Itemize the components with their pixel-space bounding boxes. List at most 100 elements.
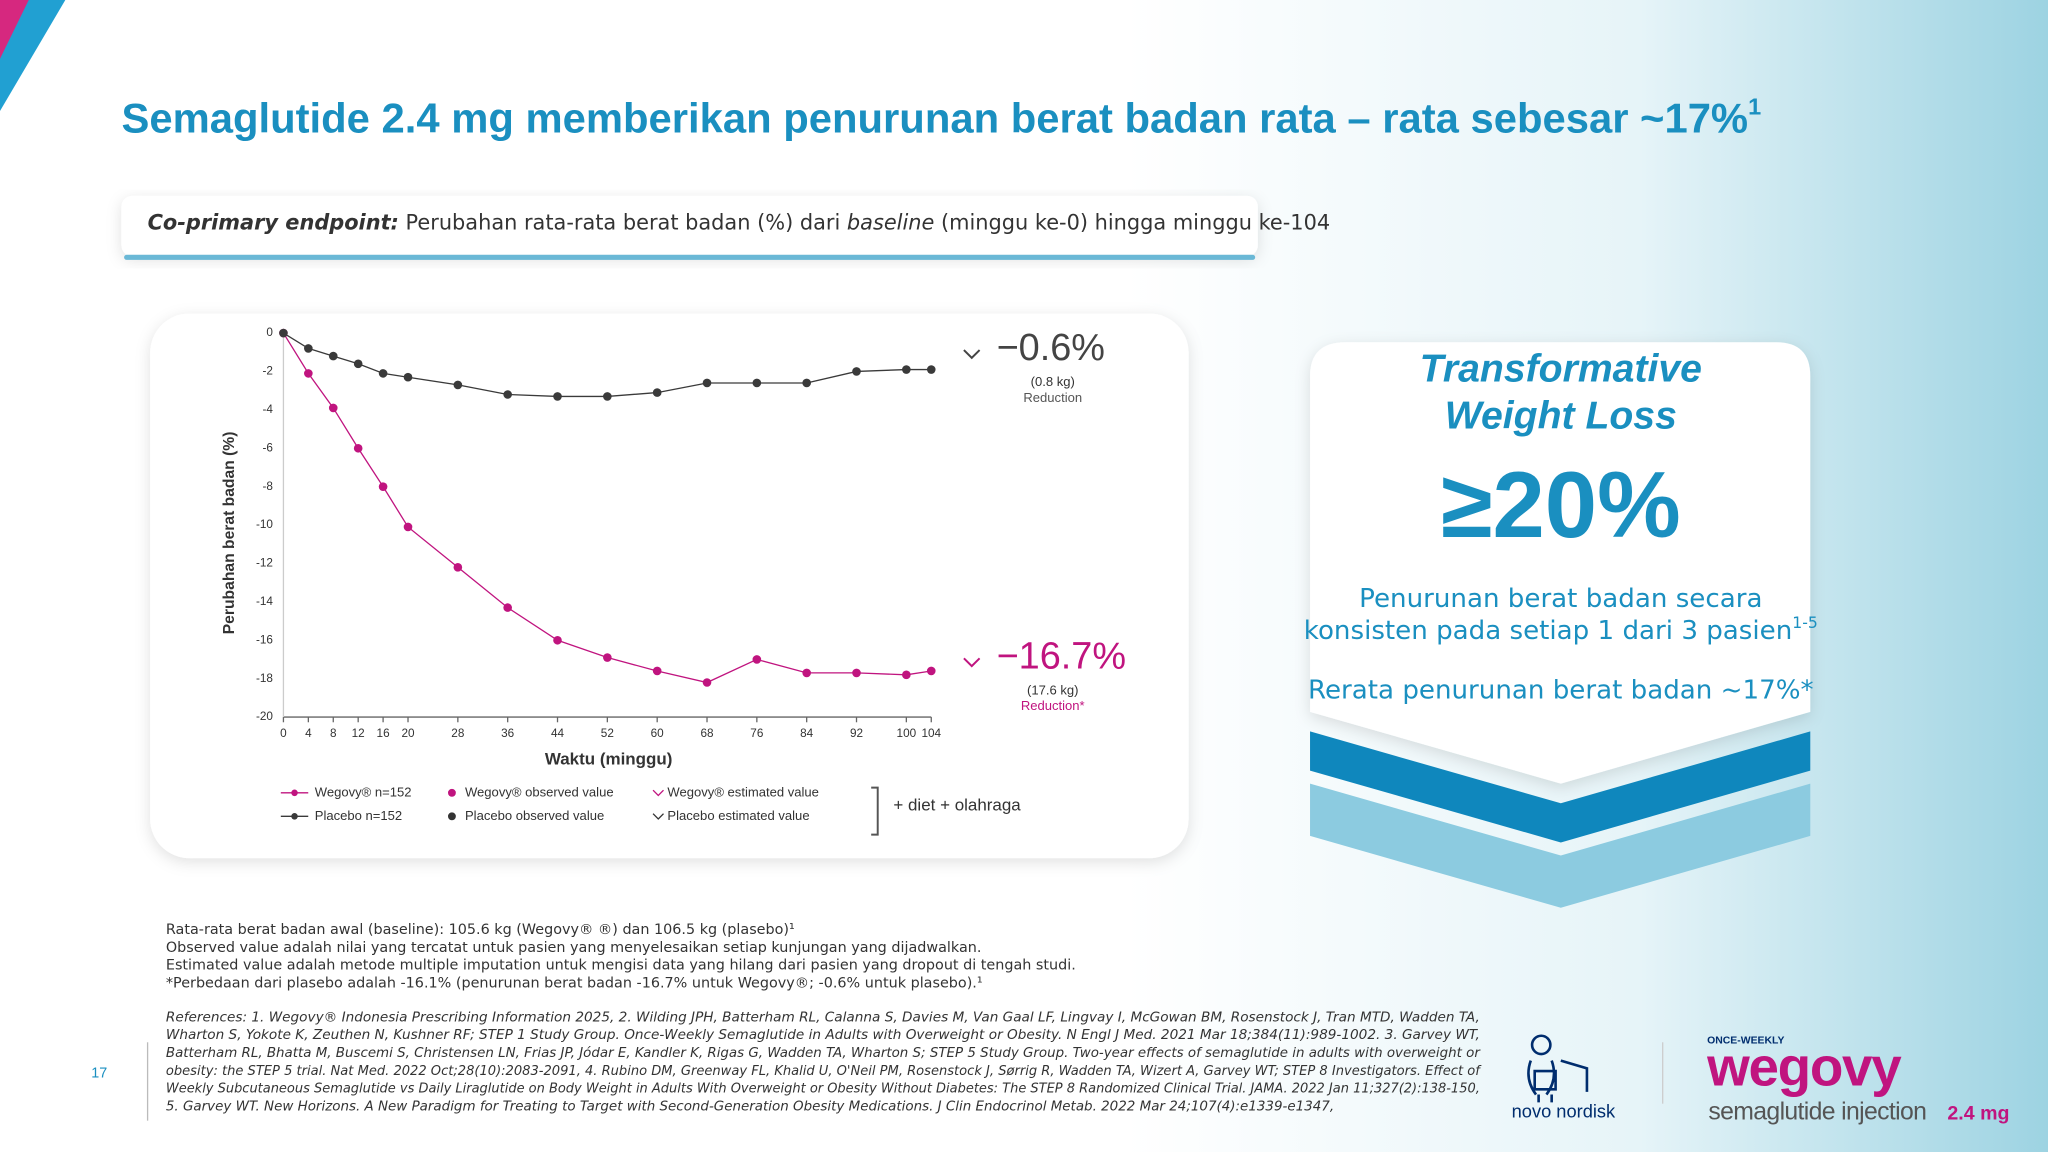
data-point	[403, 372, 413, 382]
data-point	[603, 653, 612, 662]
legend-label: Placebo estimated value	[667, 808, 809, 823]
y-tick-label: -14	[256, 595, 273, 608]
panel-text-line: konsisten pada setiap 1 dari 3 pasien	[1304, 615, 1793, 645]
x-tick-label: 8	[330, 727, 337, 740]
data-point	[752, 655, 762, 664]
annotation-note: Reduction*	[1021, 698, 1085, 713]
chevron	[1310, 731, 1811, 843]
endpoint-text: Co-primary endpoint: Perubahan rata-rata…	[148, 210, 1331, 234]
footnote: Observed value adalah nilai yang tercata…	[166, 940, 982, 956]
footnotes: Rata-rata berat badan awal (baseline): 1…	[166, 922, 1482, 1114]
x-tick-label: 76	[750, 727, 764, 740]
wegovy-sub: semaglutide injection	[1708, 1098, 1926, 1125]
annotation-kg: (0.8 kg)	[1031, 374, 1075, 389]
novo-name: novo nordisk	[1512, 1101, 1616, 1122]
data-point	[752, 378, 762, 388]
x-tick-label: 4	[305, 727, 312, 740]
legend-marker	[652, 789, 664, 797]
x-tick-label: 20	[401, 727, 415, 740]
y-tick-label: -12	[256, 557, 273, 570]
endpoint-underline	[124, 254, 1256, 260]
reference: obesity: the STEP 5 trial. Nat Med. 2022…	[166, 1064, 1482, 1079]
data-point	[852, 668, 861, 678]
data-point	[304, 344, 313, 353]
data-point	[553, 635, 562, 645]
data-point	[902, 365, 911, 374]
data-point	[503, 390, 512, 399]
x-tick-label: 52	[601, 727, 614, 740]
slide-title: Semaglutide 2.4 mg memberikan penurunan …	[121, 94, 1761, 142]
data-point	[378, 369, 388, 378]
data-point	[553, 392, 562, 401]
x-tick-label: 84	[800, 727, 814, 740]
x-axis-label: Waktu (minggu)	[545, 750, 673, 769]
once-weekly: ONCE-WEEKLY	[1707, 1036, 1784, 1047]
x-tick-label: 44	[551, 727, 565, 740]
endpoint-box	[121, 195, 1258, 256]
annotation-value: −0.6%	[997, 327, 1105, 369]
reference: 5. Garvey WT. New Horizons. A New Paradi…	[166, 1099, 1334, 1114]
estimated-marker	[963, 657, 981, 668]
x-tick-label: 68	[700, 727, 714, 740]
page-number: 17	[91, 1065, 107, 1081]
annotation-note: Reduction	[1023, 390, 1082, 405]
data-point	[328, 403, 338, 413]
x-tick-label: 60	[651, 727, 665, 740]
legend-label: Wegovy® estimated value	[667, 784, 819, 799]
footnote: Rata-rata berat badan awal (baseline): 1…	[166, 922, 795, 938]
y-tick-label: -20	[256, 710, 273, 723]
legend-marker	[291, 813, 298, 820]
y-tick-label: -16	[256, 633, 273, 646]
endpoint-part: Perubahan rata-rata berat badan (%) dari	[406, 210, 847, 234]
data-point	[926, 365, 936, 374]
x-tick-label: 0	[280, 727, 287, 740]
x-tick-label: 100	[897, 727, 917, 740]
data-point	[304, 369, 313, 378]
y-tick-label: 0	[266, 326, 273, 339]
reference: Batterham RL, Bhatta M, Buscemi S, Chris…	[166, 1045, 1481, 1061]
novo-logo	[1527, 1034, 1589, 1103]
legend-label: Placebo observed value	[465, 808, 604, 823]
x-tick-label: 36	[501, 727, 515, 740]
y-tick-label: -8	[263, 480, 274, 493]
y-tick-label: -2	[263, 365, 273, 378]
legend-bracket	[871, 786, 879, 836]
data-point	[453, 562, 463, 572]
data-point	[403, 522, 413, 532]
y-axis-label: Perubahan berat badan (%)	[221, 432, 238, 635]
panel-title: Weight Loss	[1445, 394, 1677, 437]
panel-title: Transformative	[1420, 347, 1702, 390]
panel-big: ≥20%	[1441, 452, 1681, 557]
legend-label: Wegovy® observed value	[465, 784, 614, 799]
wegovy-dose: 2.4 mg	[1947, 1102, 2009, 1124]
panel-ref: 1-5	[1792, 613, 1818, 632]
footnote: Estimated value adalah metode multiple i…	[166, 958, 1076, 974]
estimated-marker	[963, 349, 981, 360]
panel-mean: Rerata penurunan berat badan ~17%*	[1308, 675, 1814, 705]
reference: Weekly Subcutaneous Semaglutide vs Daily…	[166, 1082, 1480, 1097]
panel-text: Penurunan berat badan secara	[1359, 584, 1762, 614]
data-point	[503, 603, 512, 612]
x-tick-label: 16	[377, 727, 391, 740]
corner-accent	[0, 0, 29, 59]
data-point	[353, 359, 363, 369]
annotation-value: −16.7%	[997, 635, 1126, 677]
data-point	[802, 668, 811, 678]
data-point	[702, 678, 712, 687]
data-point	[378, 482, 388, 491]
legend-label: Wegovy® n=152	[315, 784, 412, 799]
x-tick-label: 28	[451, 727, 465, 740]
chevron	[1310, 783, 1811, 908]
annotation-kg: (17.6 kg)	[1027, 682, 1079, 697]
x-tick-label: 104	[921, 727, 941, 740]
data-point	[652, 666, 662, 676]
legend-note: + diet + olahraga	[893, 795, 1021, 814]
data-point	[926, 666, 936, 676]
endpoint-label: Co-primary endpoint:	[148, 210, 399, 234]
corner-accent	[0, 0, 66, 112]
x-tick-label: 12	[352, 727, 365, 740]
legend-marker	[652, 813, 664, 820]
legend-marker	[448, 788, 456, 797]
endpoint-part: baseline	[847, 210, 934, 234]
legend-label: Placebo n=152	[315, 808, 402, 823]
